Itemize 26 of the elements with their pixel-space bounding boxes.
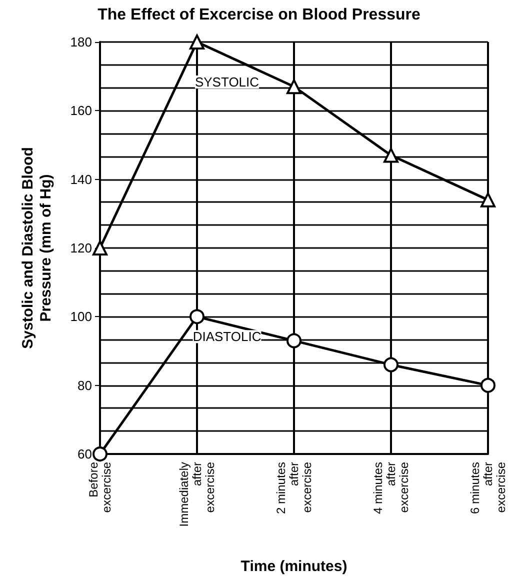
y-tick-label: 60 bbox=[78, 446, 92, 462]
series-label: DIASTOLIC bbox=[192, 329, 262, 344]
point bbox=[384, 148, 398, 163]
chart-title: The Effect of Excercise on Blood Pressure bbox=[98, 6, 420, 24]
y-tick-label: 180 bbox=[70, 34, 92, 50]
point bbox=[190, 34, 204, 50]
x-tick-label: 6 minutes after excercise bbox=[468, 462, 508, 514]
x-tick-label: 4 minutes after excercise bbox=[371, 462, 411, 514]
y-axis-title: Systolic and Diastolic Blood Pressure (mm of Hg) bbox=[20, 147, 54, 349]
x-tick-label: 2 minutes after excercise bbox=[274, 462, 314, 514]
point bbox=[286, 333, 302, 348]
point bbox=[480, 378, 496, 393]
point bbox=[480, 192, 496, 208]
series-label: SYSTOLIC bbox=[194, 74, 260, 90]
y-tick-label: 100 bbox=[70, 309, 92, 324]
x-tick-label: Immediately after excercise bbox=[177, 462, 217, 527]
point bbox=[286, 79, 302, 94]
y-tick-label: 80 bbox=[78, 378, 92, 393]
x-tick-label: Before excercise bbox=[86, 462, 114, 513]
y-tick-label: 120 bbox=[70, 240, 92, 256]
point bbox=[92, 446, 108, 462]
x-axis-title: Time (minutes) bbox=[240, 558, 348, 575]
y-tick-label: 160 bbox=[70, 103, 92, 118]
point bbox=[190, 309, 204, 324]
point bbox=[384, 357, 398, 372]
y-tick-label: 140 bbox=[70, 172, 92, 187]
